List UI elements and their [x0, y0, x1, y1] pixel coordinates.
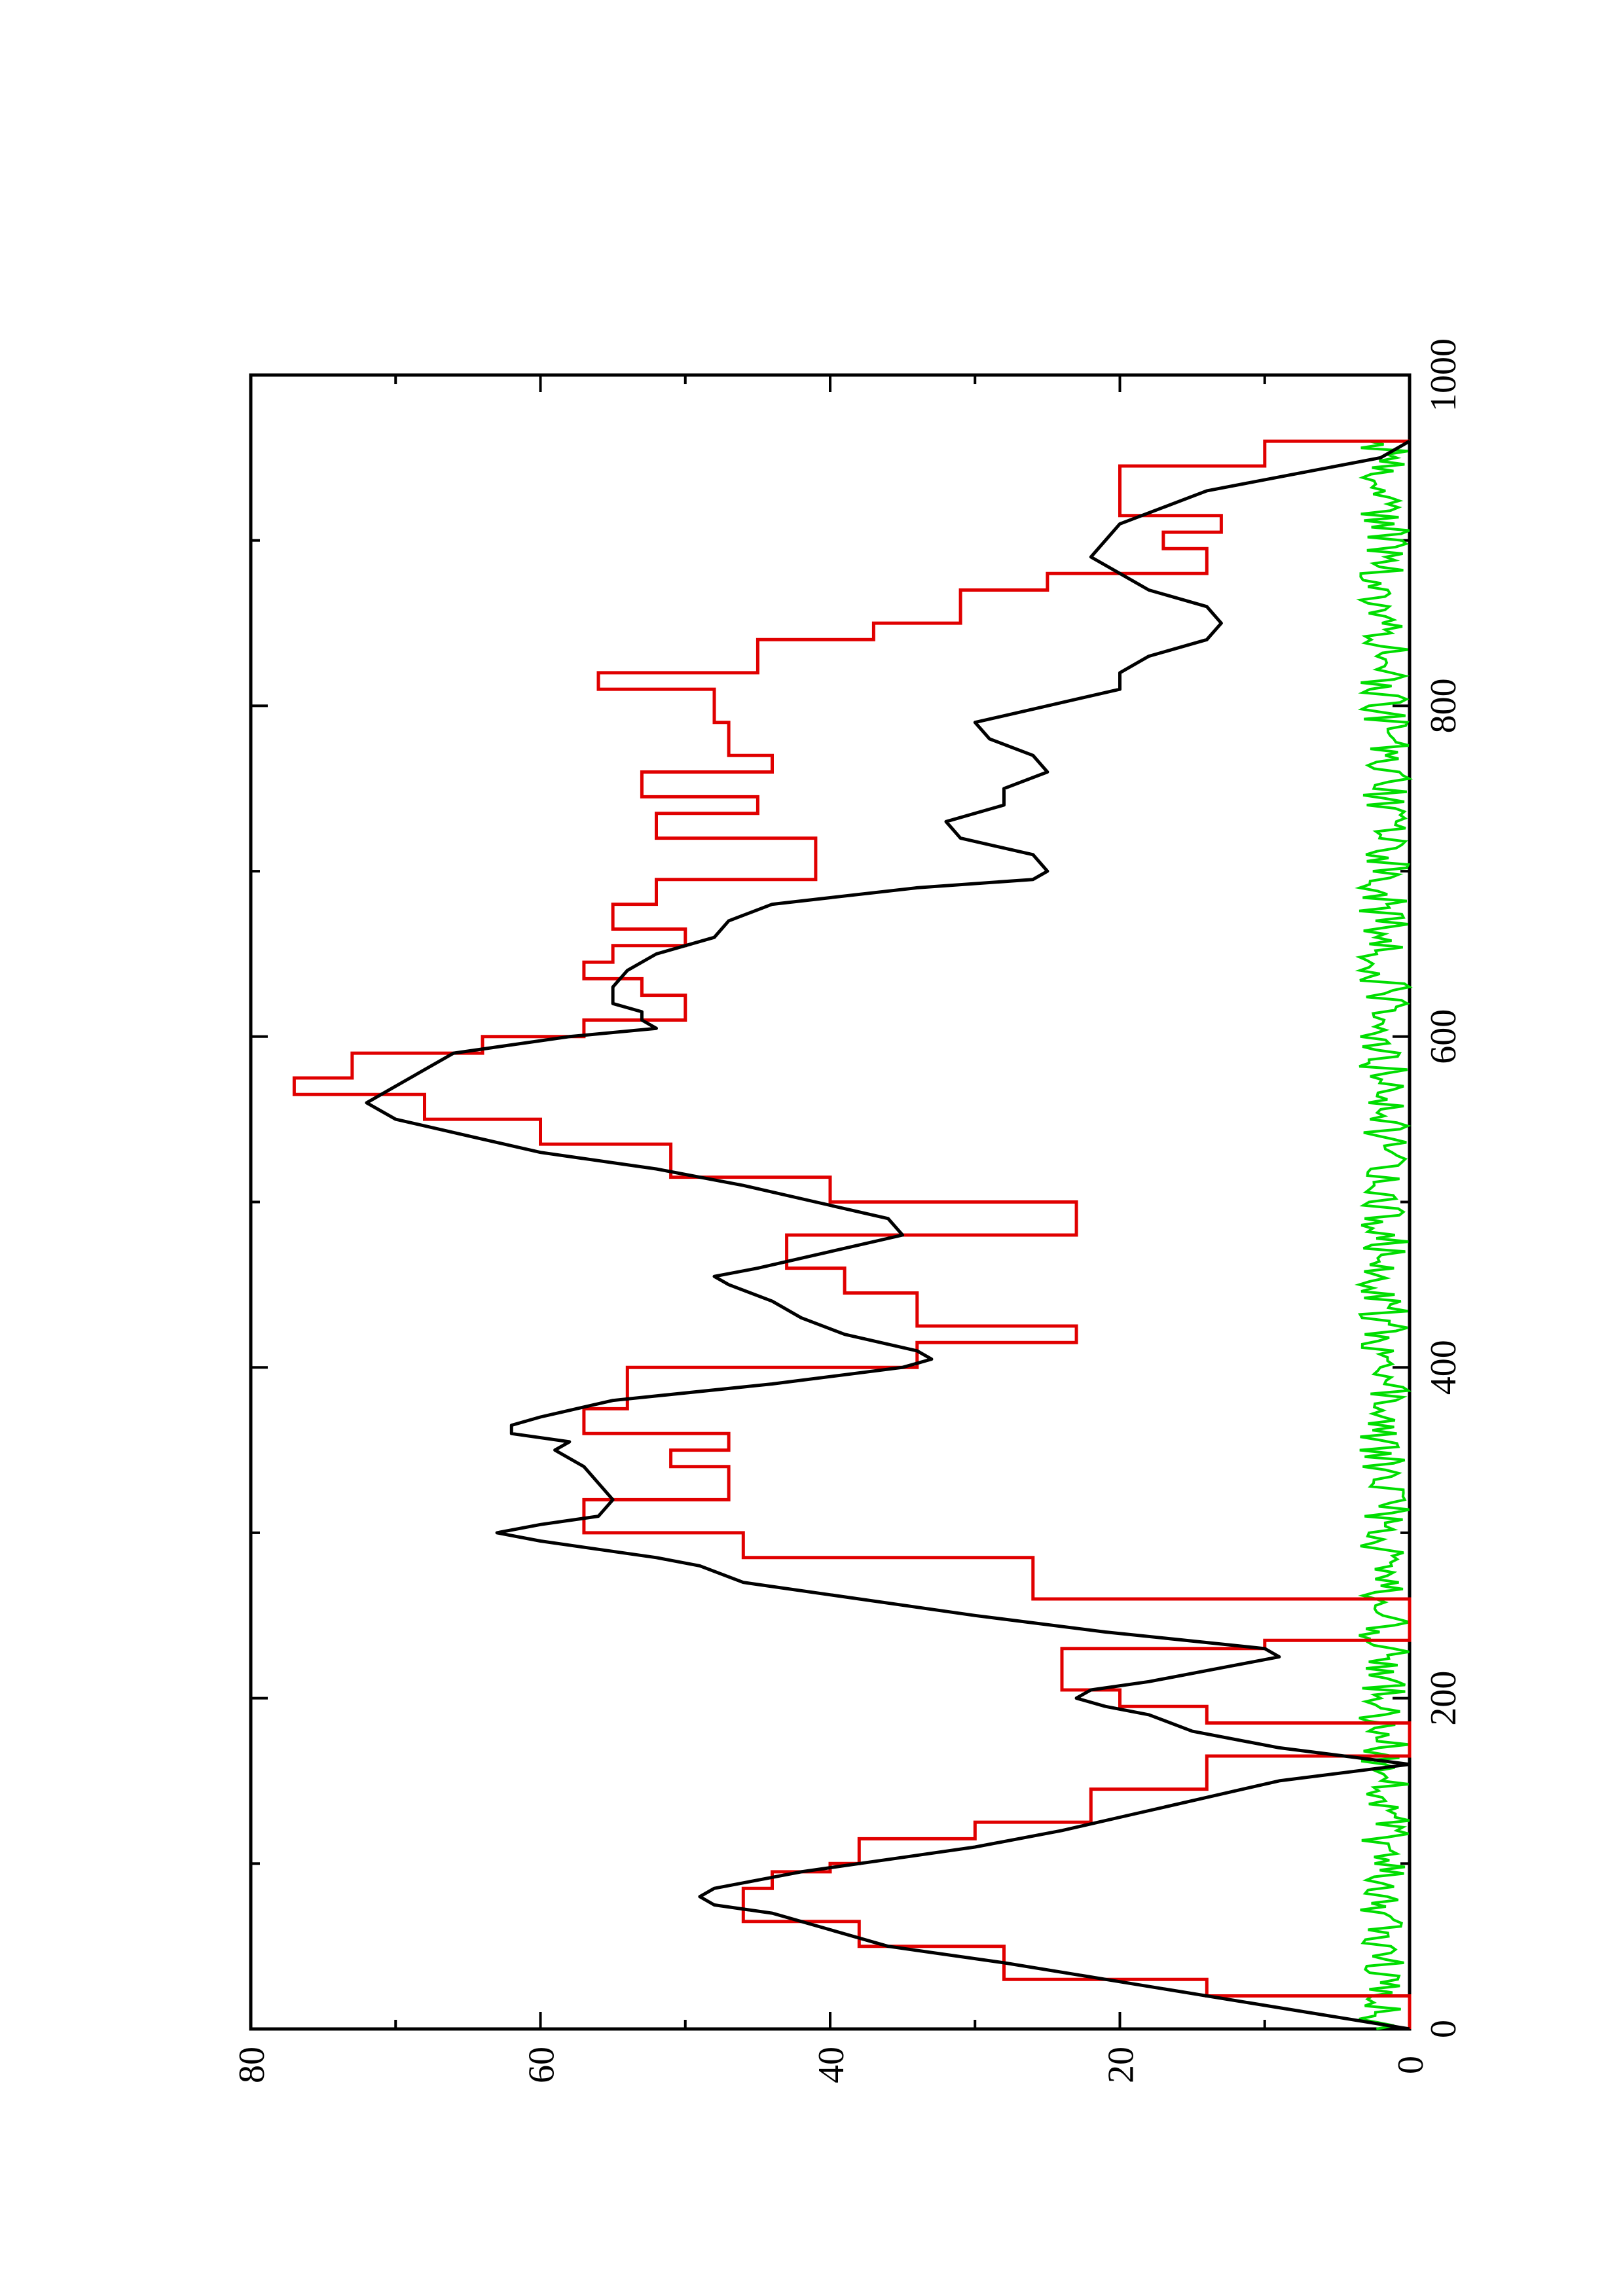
y-tick-label: 60 — [522, 2047, 562, 2083]
x-tick-label: 200 — [1423, 1671, 1464, 1726]
x-tick-label: 400 — [1423, 1340, 1464, 1395]
series-layer — [292, 439, 1413, 2031]
y-tick-label: 80 — [232, 2047, 272, 2083]
series-line-red — [292, 439, 1412, 2029]
x-tick-label: 600 — [1423, 1009, 1464, 1064]
tick-labels: 0 200 400 600 800 1000 0 20 40 60 80 — [232, 338, 1464, 2083]
x-tick-label: 0 — [1423, 2020, 1464, 2038]
x-tick-label: 1000 — [1423, 338, 1464, 412]
y-tick-label: 0 — [1391, 2056, 1431, 2074]
series-line-black — [365, 439, 1412, 2031]
y-tick-label: 40 — [811, 2047, 852, 2083]
series-line-green — [1354, 440, 1413, 2030]
y-tick-label: 20 — [1101, 2047, 1142, 2083]
x-tick-label: 800 — [1423, 678, 1464, 733]
x-axis-ticks — [251, 539, 1410, 1865]
y-axis-ticks — [394, 375, 1266, 2029]
